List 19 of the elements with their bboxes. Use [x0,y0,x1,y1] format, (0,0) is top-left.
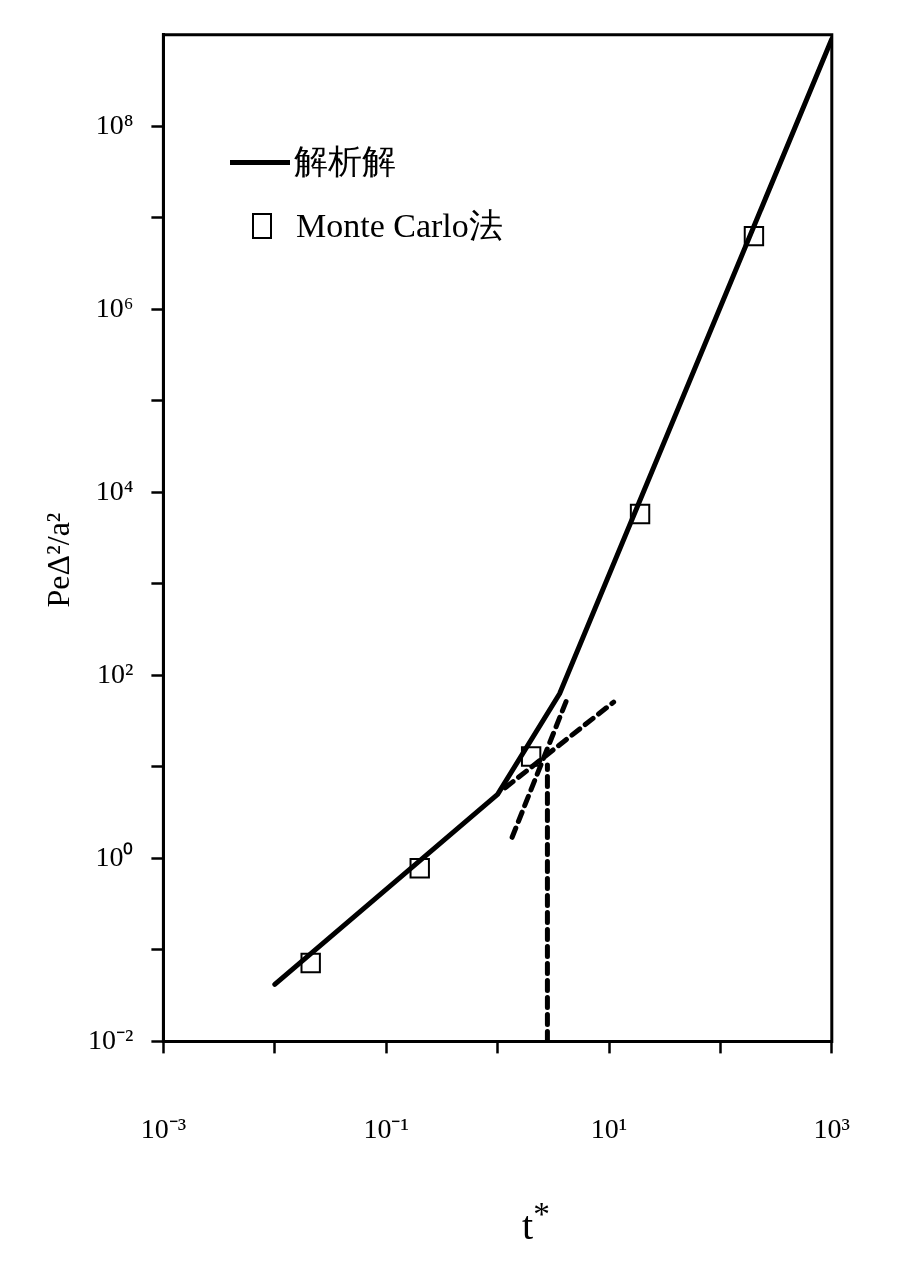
x-tick-label: 10⁻¹ [363,1112,409,1144]
x-axis-title: t$^{*}$ [521,1195,551,1250]
point [300,952,321,974]
y-tick-label: 10⁻² [87,1023,134,1055]
legend-label: 解析解 [294,142,396,182]
point [743,225,765,247]
y-tick-label: 10⁶ [95,291,134,323]
y-axis-title: PeΔ²/a² [40,512,77,608]
point [409,858,430,879]
x-tick-label: 10¹ [590,1112,628,1144]
y-tick-label: 10² [96,657,134,689]
x-tick-label: 10³ [813,1112,851,1144]
y-tick-label: 10⁸ [95,108,134,140]
x-tick-label: 10⁻³ [140,1112,187,1144]
y-tick-label: 10⁰ [95,840,134,872]
point [629,503,651,525]
y-tick-label: 10⁴ [95,474,134,506]
legend-label: Monte Carlo法 [296,206,503,246]
point [520,746,542,767]
